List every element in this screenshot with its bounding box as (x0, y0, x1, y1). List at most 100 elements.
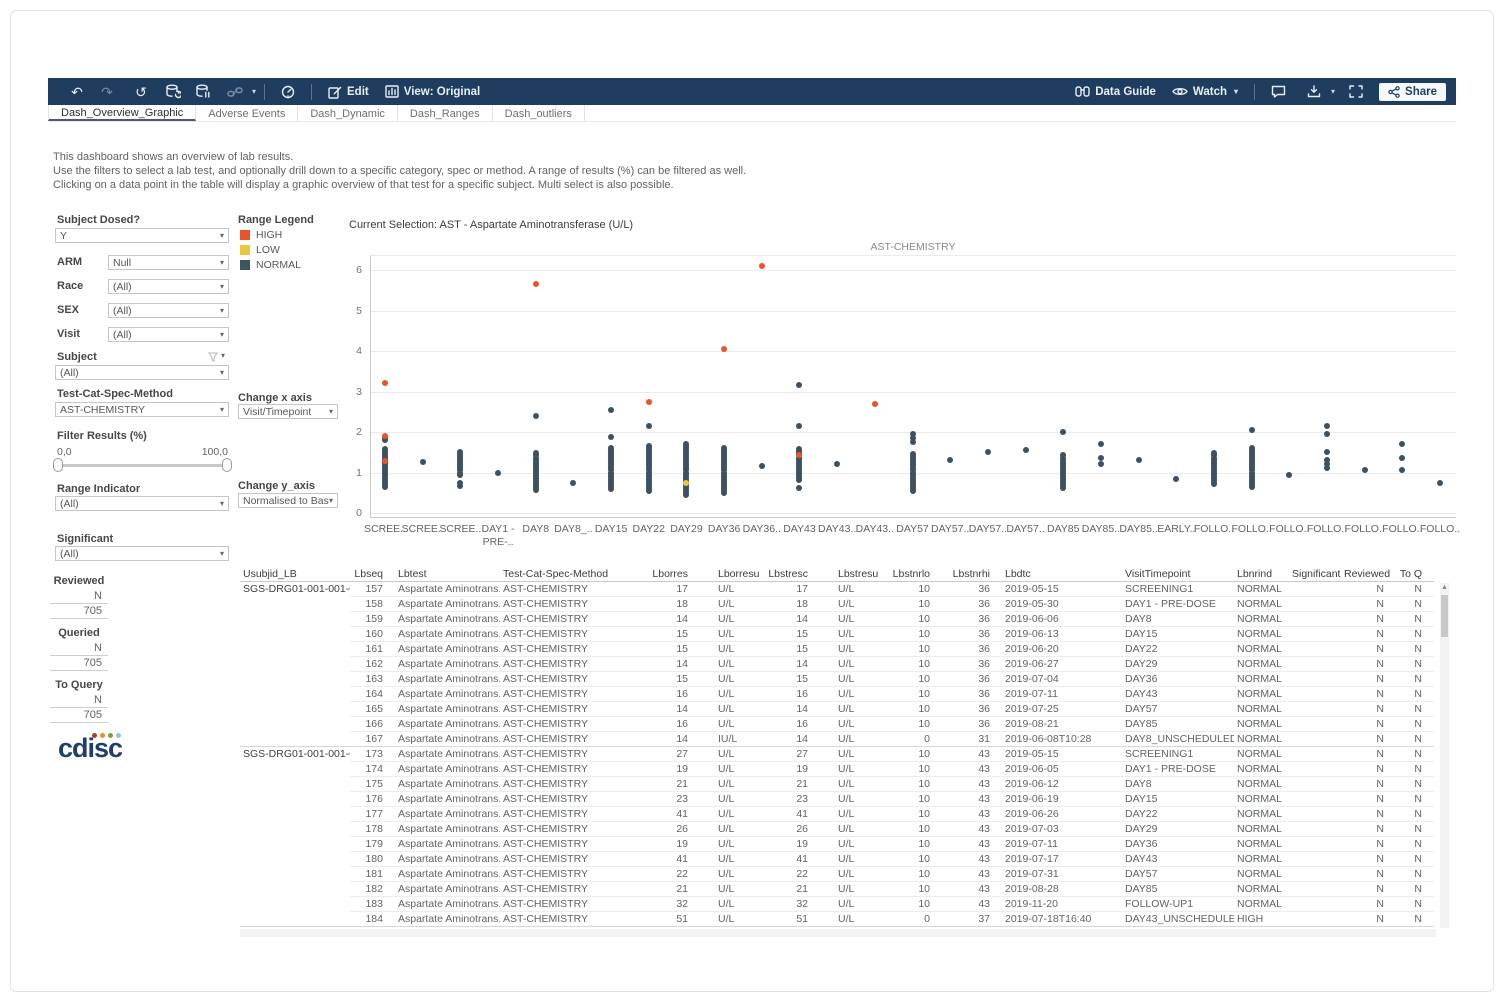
data-point[interactable] (382, 380, 388, 387)
undo-icon[interactable]: ↶ (71, 83, 83, 100)
table-row[interactable]: 181 Aspartate Aminotrans.. AST-CHEMISTRY 22… (240, 867, 1436, 882)
table-row[interactable]: 175 Aspartate Aminotrans.. AST-CHEMISTRY 21… (240, 777, 1436, 792)
download-caret-icon[interactable]: ▾ (1331, 87, 1336, 96)
data-point[interactable] (382, 446, 388, 452)
pause-updates-icon[interactable] (192, 82, 214, 102)
tab-dash-ranges[interactable]: Dash_Ranges (398, 105, 493, 121)
data-point[interactable] (1097, 461, 1104, 468)
data-point[interactable] (608, 445, 615, 452)
data-point[interactable] (457, 479, 464, 486)
data-point[interactable] (758, 262, 765, 269)
data-point[interactable] (796, 422, 803, 429)
table-row[interactable]: 174 Aspartate Aminotrans.. AST-CHEMISTRY 19… (240, 762, 1436, 777)
fullscreen-icon[interactable] (1345, 82, 1367, 102)
table-row[interactable]: 184 Aspartate Aminotrans.. AST-CHEMISTRY 51… (240, 912, 1436, 927)
scrollbar-thumb[interactable] (1441, 595, 1448, 637)
redo-icon[interactable]: ↷ (101, 83, 113, 100)
table-row[interactable]: SGS-DRG01-001-001-0002157Aspartate Amino… (240, 582, 1436, 597)
data-point[interactable] (721, 345, 728, 352)
table-row[interactable]: 167 Aspartate Aminotrans.. AST-CHEMISTRY 14… (240, 732, 1436, 747)
sex-select[interactable]: (All) ▾ (108, 303, 229, 318)
data-point[interactable] (608, 433, 615, 440)
table-row[interactable]: SGS-DRG01-001-001-0010173Aspartate Amino… (240, 747, 1436, 762)
metrics-gauge-icon[interactable] (277, 82, 299, 102)
table-row[interactable]: 159 Aspartate Aminotrans.. AST-CHEMISTRY 14… (240, 612, 1436, 627)
subject-select[interactable]: (All) ▾ (55, 365, 229, 380)
table-row[interactable]: 176 Aspartate Aminotrans.. AST-CHEMISTRY 23… (240, 792, 1436, 807)
revert-icon[interactable]: ↺ (135, 83, 147, 100)
data-point[interactable] (909, 439, 916, 446)
table-row[interactable]: 166 Aspartate Aminotrans.. AST-CHEMISTRY 16… (240, 717, 1436, 732)
data-point[interactable] (796, 382, 803, 389)
data-point[interactable] (1324, 431, 1330, 438)
download-icon[interactable] (1303, 82, 1325, 102)
data-point[interactable] (1097, 441, 1104, 448)
data-point[interactable] (1324, 465, 1330, 472)
data-point[interactable] (382, 433, 388, 440)
data-point[interactable] (1173, 475, 1180, 482)
data-point[interactable] (1399, 455, 1406, 462)
tab-dash-overview-graphic[interactable]: Dash_Overview_Graphic (48, 105, 197, 121)
edit-button[interactable]: Edit (328, 85, 369, 99)
tab-adverse-events[interactable]: Adverse Events (196, 105, 299, 121)
data-point[interactable] (532, 281, 539, 288)
legend-item-normal[interactable]: NORMAL (240, 259, 301, 271)
table-row[interactable]: 163 Aspartate Aminotrans.. AST-CHEMISTRY 15… (240, 672, 1436, 687)
data-point[interactable] (457, 482, 464, 489)
data-point[interactable] (1324, 461, 1330, 468)
data-point[interactable] (495, 469, 502, 476)
legend-item-low[interactable]: LOW (240, 244, 280, 256)
change-x-axis-select[interactable]: Visit/Timepoint ▾ (238, 404, 338, 419)
data-point[interactable] (1248, 426, 1255, 433)
data-point[interactable] (796, 452, 803, 459)
data-point[interactable] (909, 431, 916, 438)
data-point[interactable] (419, 459, 426, 466)
data-point[interactable] (683, 441, 690, 448)
data-point[interactable] (382, 458, 388, 465)
table-row[interactable]: 165 Aspartate Aminotrans.. AST-CHEMISTRY 14… (240, 702, 1436, 717)
data-point[interactable] (871, 400, 878, 407)
data-point[interactable] (1022, 447, 1029, 454)
data-point[interactable] (909, 435, 916, 442)
data-point[interactable] (758, 463, 765, 470)
table-row[interactable]: 180 Aspartate Aminotrans.. AST-CHEMISTRY 41… (240, 852, 1436, 867)
data-point[interactable] (1060, 452, 1067, 459)
data-point[interactable] (683, 480, 690, 487)
data-point[interactable] (457, 449, 464, 456)
data-point[interactable] (570, 479, 577, 486)
data-point[interactable] (645, 443, 652, 450)
connection-caret-icon[interactable]: ▾ (252, 87, 257, 96)
slider-handle-min[interactable] (53, 458, 63, 472)
data-point[interactable] (834, 461, 841, 468)
comments-icon[interactable] (1267, 82, 1289, 102)
data-point[interactable] (1361, 467, 1368, 474)
data-guide-button[interactable]: Data Guide (1075, 85, 1156, 98)
significant-select[interactable]: (All) ▾ (55, 546, 229, 561)
test-cat-select[interactable]: AST-CHEMISTRY ▾ (55, 402, 229, 417)
data-point[interactable] (796, 484, 803, 491)
subject-menu-caret-icon[interactable]: ▾ (221, 351, 226, 360)
data-point[interactable] (645, 422, 652, 429)
data-point[interactable] (608, 406, 615, 413)
data-point[interactable] (796, 446, 803, 453)
change-y-axis-select[interactable]: Normalised to Basel...▾ (238, 493, 338, 508)
arm-select[interactable]: Null ▾ (108, 255, 229, 270)
data-point[interactable] (645, 398, 652, 405)
scroll-up-arrow[interactable]: ▲ (1441, 584, 1448, 591)
refresh-data-icon[interactable] (162, 82, 184, 102)
slider-handle-max[interactable] (222, 458, 232, 472)
watch-button[interactable]: Watch ▾ (1172, 86, 1238, 98)
data-point[interactable] (1248, 445, 1255, 452)
data-point[interactable] (984, 449, 991, 456)
table-row[interactable]: 160 Aspartate Aminotrans.. AST-CHEMISTRY 15… (240, 627, 1436, 642)
table-row[interactable]: 162 Aspartate Aminotrans.. AST-CHEMISTRY 14… (240, 657, 1436, 672)
tab-dash-dynamic[interactable]: Dash_Dynamic (298, 105, 398, 121)
data-point[interactable] (1324, 449, 1330, 456)
table-row[interactable]: 178 Aspartate Aminotrans.. AST-CHEMISTRY 26… (240, 822, 1436, 837)
share-button[interactable]: Share (1379, 82, 1446, 101)
range-indicator-select[interactable]: (All) ▾ (55, 496, 229, 511)
data-point[interactable] (1437, 479, 1444, 486)
view-original-button[interactable]: View: Original (385, 85, 480, 98)
data-point[interactable] (1097, 455, 1104, 462)
filter-funnel-icon[interactable] (208, 352, 218, 362)
